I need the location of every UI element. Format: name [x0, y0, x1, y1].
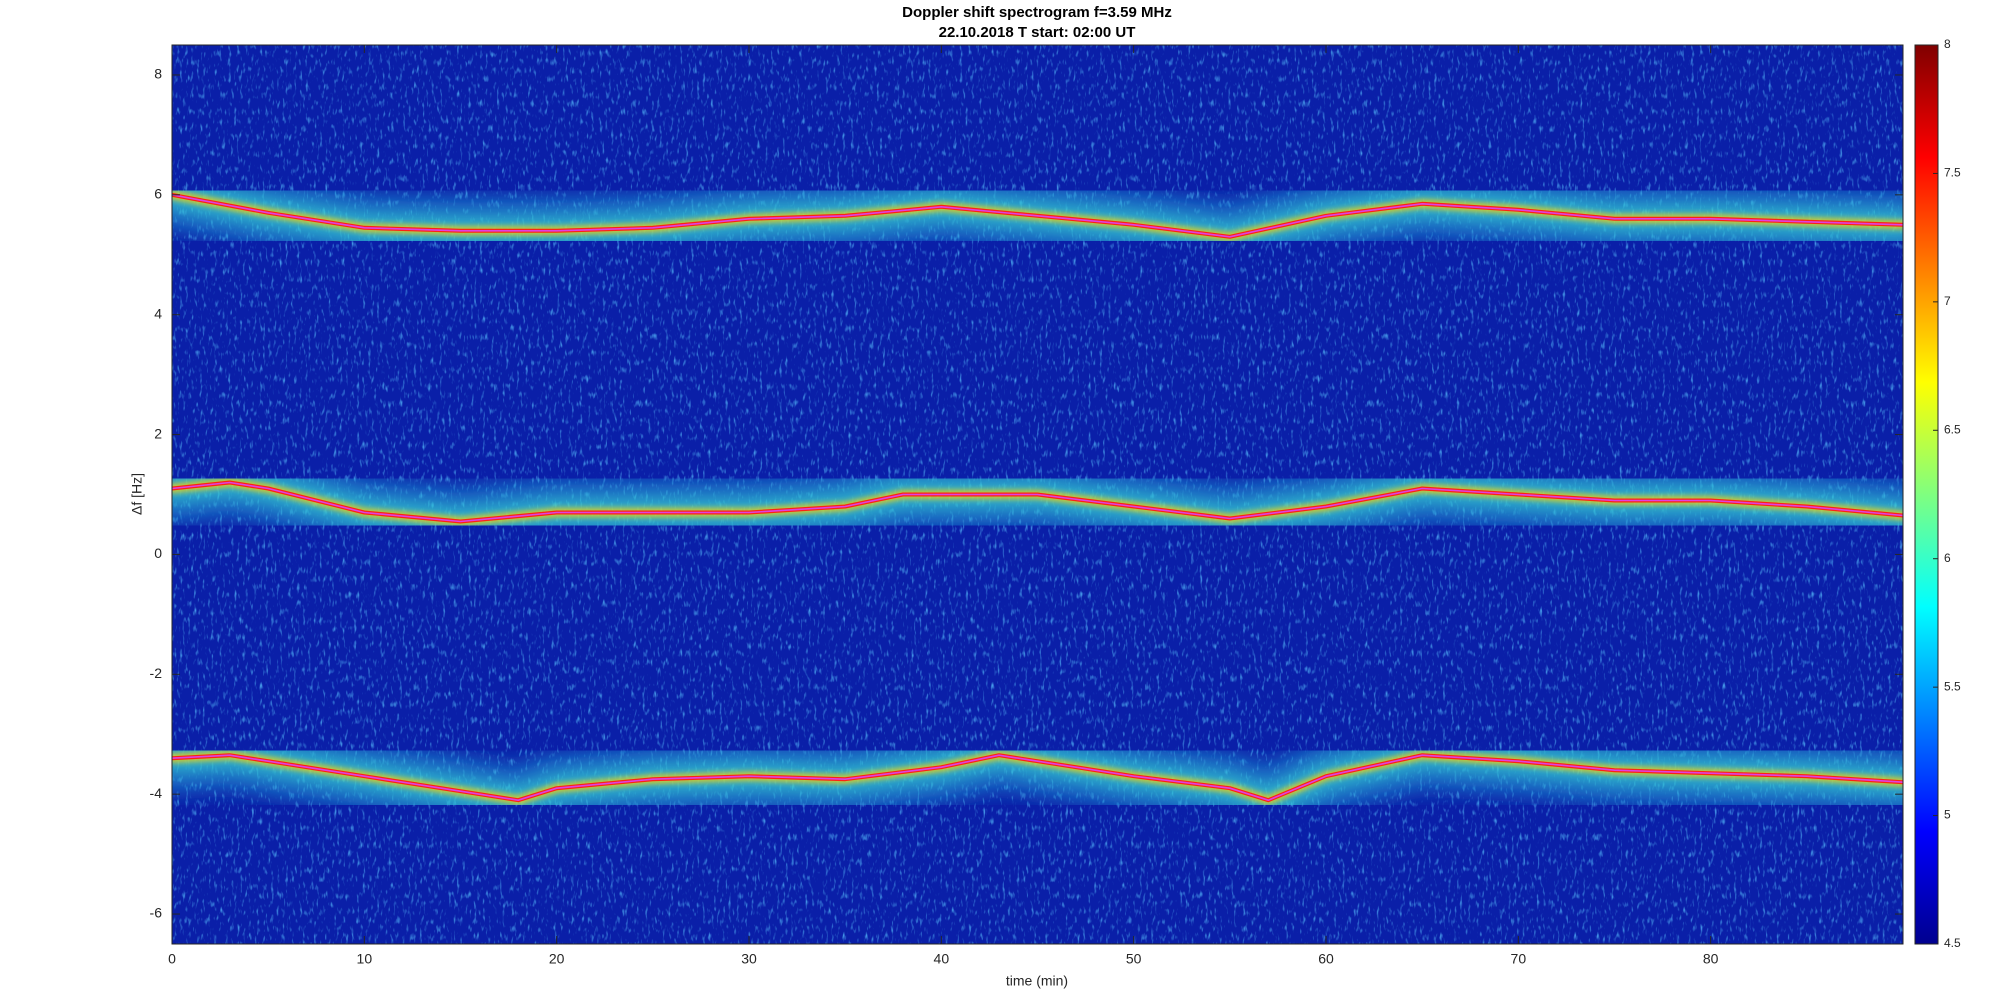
- y-tick-label: 2: [154, 425, 162, 441]
- colorbar-tick-label: 7: [1944, 294, 1951, 308]
- trace-line: [172, 194, 1903, 238]
- x-tick-label: 50: [1126, 951, 1142, 967]
- trace-line: [172, 481, 1903, 523]
- x-tick-label: 40: [934, 951, 950, 967]
- colorbar-tick-label: 5.5: [1944, 679, 1961, 693]
- traces: [172, 159, 1903, 836]
- y-tick-label: 6: [154, 186, 162, 202]
- colorbar-tick-label: 4.5: [1944, 936, 1961, 950]
- colorbar-tick-label: 8: [1944, 37, 1951, 51]
- x-tick-label: 70: [1511, 951, 1527, 967]
- x-tick-label: 10: [357, 951, 373, 967]
- colorbar-tick-label: 7.5: [1944, 166, 1961, 180]
- y-tick-label: 0: [154, 545, 162, 561]
- chart-subtitle: 22.10.2018 T start: 02:00 UT: [939, 24, 1136, 41]
- x-tick-label: 80: [1703, 951, 1719, 967]
- x-tick-label: 30: [741, 951, 757, 967]
- x-tick-label: 60: [1318, 951, 1334, 967]
- y-tick-label: -2: [150, 665, 163, 681]
- y-tick-label: 4: [154, 305, 162, 321]
- y-tick-label: -4: [150, 785, 163, 801]
- trace-line: [172, 754, 1903, 801]
- colorbar-tick-label: 5: [1944, 808, 1951, 822]
- y-tick-label: 8: [154, 66, 162, 82]
- colorbar: [1914, 44, 1939, 945]
- plot-frame: [171, 44, 1904, 945]
- y-axis-label: Δf [Hz]: [129, 473, 145, 515]
- colorbar-tick-label: 6.5: [1944, 422, 1961, 436]
- x-tick-label: 20: [549, 951, 565, 967]
- colorbar-tick-label: 6: [1944, 551, 1951, 565]
- chart-title: Doppler shift spectrogram f=3.59 MHz: [902, 4, 1172, 21]
- x-tick-label: 0: [168, 951, 176, 967]
- x-axis-label: time (min): [1006, 973, 1068, 989]
- y-tick-label: -6: [150, 905, 163, 921]
